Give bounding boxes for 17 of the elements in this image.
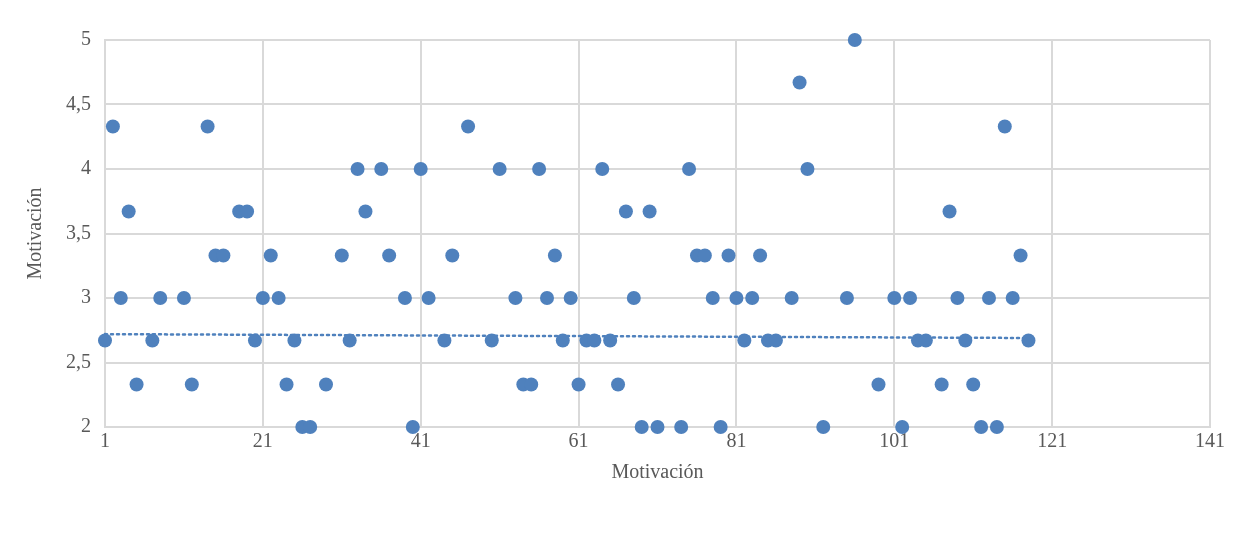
y-tick-label: 5 <box>81 27 91 50</box>
x-tick-label: 141 <box>1195 429 1225 452</box>
x-tick-label: 21 <box>252 429 273 452</box>
y-tick-label: 3,5 <box>66 220 91 243</box>
y-tick-label: 3 <box>81 285 91 308</box>
x-tick-label: 81 <box>726 429 747 452</box>
x-tick-label: 121 <box>1037 429 1068 452</box>
y-tick-label: 2 <box>81 414 91 437</box>
x-tick-label: 1 <box>100 429 110 452</box>
y-axis-title: Motivación <box>23 187 46 280</box>
y-tick-label: 4 <box>81 156 91 179</box>
x-tick-label: 41 <box>410 429 431 452</box>
x-tick-label: 101 <box>879 429 910 452</box>
x-axis-title: Motivación <box>611 460 704 483</box>
y-tick-label: 2,5 <box>66 349 91 372</box>
x-tick-label: 61 <box>568 429 589 452</box>
y-tick-label: 4,5 <box>66 91 91 114</box>
